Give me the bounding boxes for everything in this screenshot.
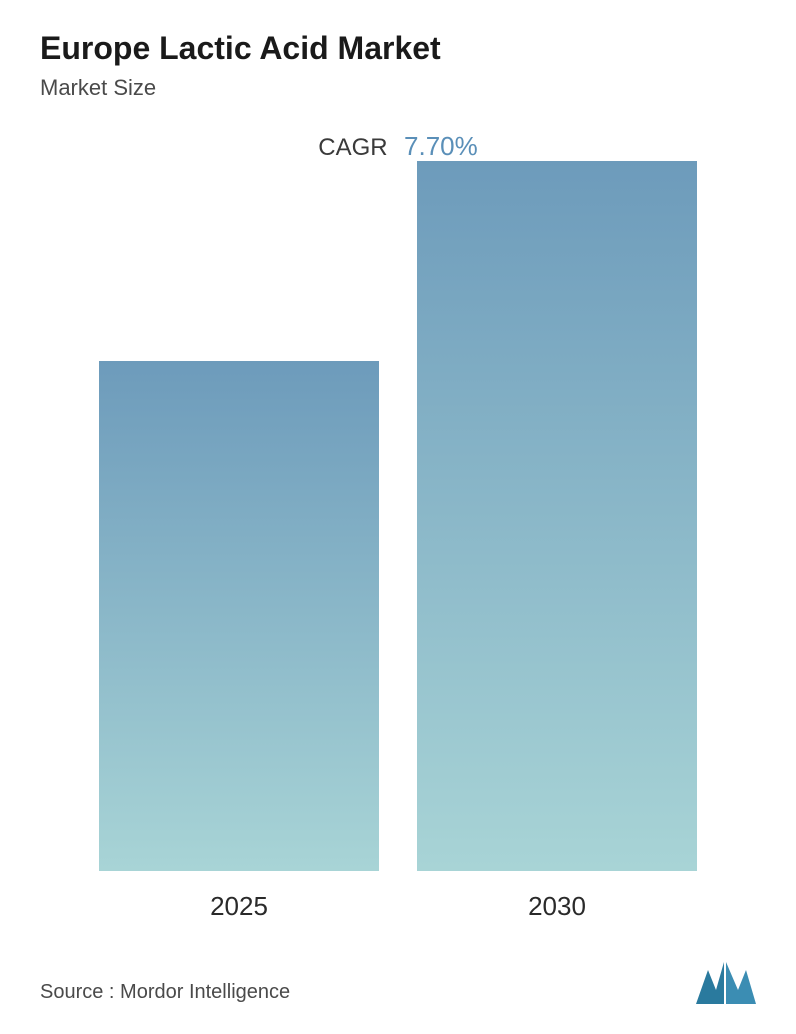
logo-icon xyxy=(696,962,756,1004)
bar-group-0: 2025 xyxy=(99,361,379,922)
footer: Source : Mordor Intelligence xyxy=(40,962,756,1004)
cagr-value: 7.70% xyxy=(404,131,478,161)
bar-label-1: 2030 xyxy=(528,891,586,922)
source-text: Source : Mordor Intelligence xyxy=(40,981,290,1004)
bar-1 xyxy=(417,161,697,871)
chart-subtitle: Market Size xyxy=(40,75,756,101)
logo xyxy=(696,962,756,1004)
chart-area: 2025 2030 xyxy=(40,202,756,922)
chart-title: Europe Lactic Acid Market xyxy=(40,30,756,67)
cagr-label: CAGR xyxy=(318,134,387,161)
bar-0 xyxy=(99,361,379,871)
bar-label-0: 2025 xyxy=(210,891,268,922)
bar-group-1: 2030 xyxy=(417,161,697,922)
cagr-container: CAGR 7.70% xyxy=(40,131,756,162)
